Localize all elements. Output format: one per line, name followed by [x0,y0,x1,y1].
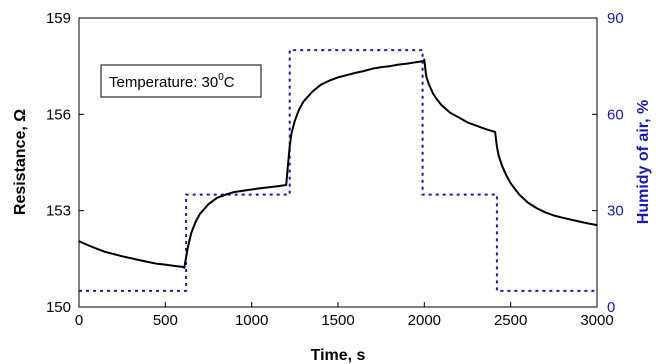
right-y-tick-label: 0 [607,299,615,316]
x-tick-label: 500 [153,312,178,329]
svg-text:Temperature: 300C: Temperature: 300C [109,72,235,91]
annotation-superscript: 0 [218,72,224,83]
left-y-tick-label: 153 [46,203,71,220]
resistance-series-line [78,58,598,269]
right-y-tick-label: 60 [607,106,624,123]
annotation-text: Temperature: 30 [109,74,218,91]
x-tick-label: 2500 [494,312,527,329]
left-y-tick-label: 156 [46,106,71,123]
right-y-axis-title: Humidy of air, % [635,100,652,224]
x-tick-label: 3000 [580,312,613,329]
left-y-axis-title: Resistance, Ω [12,109,29,215]
right-y-tick-label: 30 [607,203,624,220]
annotation-unit: C [224,74,235,91]
annotation-box: Temperature: 300C [100,64,262,98]
left-y-tick-label: 150 [46,299,71,316]
left-y-tick-label: 159 [46,10,71,27]
right-y-axis-ticks: 0 30 60 90 [592,10,624,316]
humidity-series-line [79,49,597,292]
x-axis-ticks: 0 500 1000 1500 2000 2500 3000 [75,302,614,329]
x-tick-label: 0 [75,312,83,329]
x-axis-title: Time, s [311,347,366,364]
x-tick-label: 1000 [235,312,268,329]
right-y-tick-label: 90 [607,10,624,27]
series-layer [78,49,598,292]
x-tick-label: 2000 [408,312,441,329]
left-y-axis-ticks: 150 153 156 159 [46,10,84,316]
x-tick-label: 1500 [321,312,354,329]
